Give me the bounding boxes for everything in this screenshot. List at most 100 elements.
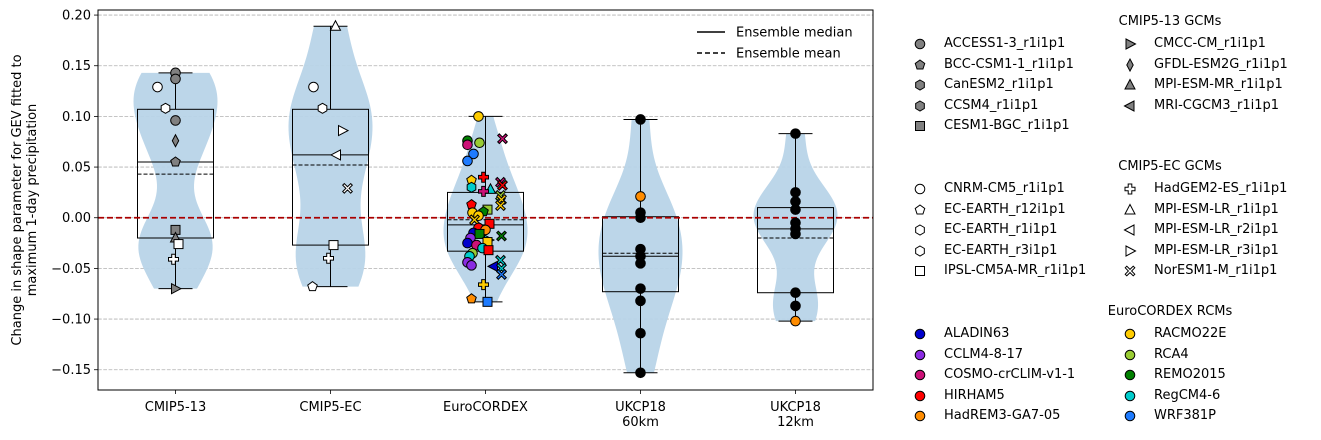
legend-label: IPSL-CM5A-MR_r1i1p1 bbox=[944, 263, 1087, 279]
legend-group-title: CMIP5-13 GCMs bbox=[1118, 14, 1222, 29]
x-tick-label: CMIP5-13 bbox=[145, 400, 206, 415]
y-axis-label: Change in shape parameter for GEV fitted… bbox=[10, 54, 25, 345]
data-point bbox=[170, 115, 181, 126]
axes: −0.15 −0.10 −0.05 0.00 0.05 0.10 0.15 0.20 CMIP5… bbox=[10, 9, 874, 430]
legend-marker bbox=[915, 79, 925, 91]
data-point bbox=[635, 212, 646, 224]
legend-marker-shape bbox=[1124, 78, 1136, 90]
data-point bbox=[635, 283, 646, 294]
legend-label: ACCESS1-3_r1i1p1 bbox=[944, 36, 1066, 51]
data-point bbox=[341, 182, 354, 194]
data-point bbox=[466, 260, 477, 271]
legend-marker-shape bbox=[915, 100, 925, 112]
data-point bbox=[170, 156, 181, 167]
legend-marker bbox=[914, 411, 926, 422]
data-point bbox=[462, 139, 473, 151]
model-points bbox=[152, 19, 801, 379]
violins bbox=[133, 26, 838, 373]
legend-marker bbox=[1124, 203, 1136, 215]
legend-marker-shape bbox=[1124, 328, 1136, 340]
data-point bbox=[329, 19, 342, 31]
y-tick-label: 0.10 bbox=[62, 110, 91, 125]
legend-label: MPI-ESM-MR_r1i1p1 bbox=[1154, 77, 1283, 93]
legend-label: EC-EARTH_r3i1p1 bbox=[944, 242, 1058, 258]
legend-marker-shape bbox=[1124, 349, 1136, 360]
legend-marker-shape bbox=[915, 245, 925, 257]
legend-label: CMCC-CM_r1i1p1 bbox=[1154, 36, 1266, 51]
legend-label: WRF381P bbox=[1154, 408, 1217, 424]
legend-marker bbox=[915, 245, 925, 257]
x-tick-label: EuroCORDEX bbox=[443, 400, 528, 415]
data-point bbox=[635, 295, 646, 307]
violin bbox=[288, 26, 373, 287]
line-legend-label: Ensemble median bbox=[736, 26, 853, 41]
x-tick-label: 60km bbox=[622, 415, 659, 430]
legend-marker-shape bbox=[915, 266, 925, 277]
legend-marker bbox=[1124, 328, 1136, 340]
legend-label: REMO2015 bbox=[1154, 367, 1226, 383]
legend-marker-shape bbox=[1124, 390, 1136, 402]
data-point bbox=[466, 293, 477, 304]
legend-marker bbox=[1124, 183, 1136, 195]
legend-marker bbox=[1123, 224, 1135, 237]
data-point bbox=[160, 102, 171, 114]
data-point bbox=[462, 155, 473, 167]
data-point bbox=[171, 133, 180, 148]
data-point bbox=[790, 204, 801, 215]
legend-marker bbox=[1124, 390, 1136, 402]
legend-marker bbox=[1125, 38, 1137, 50]
line-legend: Ensemble median Ensemble mean bbox=[697, 26, 853, 62]
data-point bbox=[635, 191, 646, 202]
data-point bbox=[308, 81, 319, 93]
legend-marker bbox=[1124, 411, 1136, 422]
legend-label: COSMO-crCLIM-v1-1 bbox=[944, 367, 1076, 383]
legend-label: BCC-CSM1-1_r1i1p1 bbox=[944, 56, 1074, 72]
legend-label: CESM1-BGC_r1i1p1 bbox=[944, 118, 1070, 134]
data-point bbox=[635, 114, 646, 125]
legend-marker-shape bbox=[914, 328, 926, 340]
y-tick-label: 0.05 bbox=[62, 161, 91, 176]
legend-marker bbox=[1124, 349, 1136, 360]
legend-marker-shape bbox=[914, 411, 926, 422]
legend-marker-shape bbox=[914, 183, 926, 195]
data-point bbox=[338, 124, 350, 137]
data-point bbox=[170, 73, 181, 85]
data-point bbox=[171, 282, 183, 295]
legend-label: CCSM4_r1i1p1 bbox=[944, 97, 1039, 113]
legend-marker bbox=[1125, 244, 1137, 257]
data-point bbox=[496, 133, 509, 145]
legend-marker-shape bbox=[1124, 183, 1136, 195]
legend-marker-shape bbox=[915, 79, 925, 91]
legend-marker-shape bbox=[914, 203, 926, 215]
chart-area: −0.15 −0.10 −0.05 0.00 0.05 0.10 0.15 0.20 CMIP5… bbox=[10, 9, 874, 430]
legend-marker-shape bbox=[1123, 224, 1135, 237]
x-tick-label: UKCP18 bbox=[770, 400, 821, 415]
legend-marker-shape bbox=[914, 349, 926, 360]
data-point bbox=[317, 102, 328, 114]
data-point bbox=[329, 149, 341, 161]
violin bbox=[133, 72, 218, 289]
legend-marker-shape bbox=[914, 38, 926, 50]
legend-label: MRI-CGCM3_r1i1p1 bbox=[1154, 97, 1280, 113]
legend-marker-shape bbox=[1126, 57, 1134, 72]
data-point bbox=[478, 185, 489, 197]
legend-marker-shape bbox=[1124, 411, 1136, 422]
legend-marker-shape bbox=[1123, 99, 1135, 112]
data-point bbox=[495, 230, 508, 242]
legend-marker bbox=[1124, 369, 1136, 381]
legend-marker bbox=[914, 328, 926, 340]
data-point bbox=[635, 327, 646, 339]
data-point bbox=[152, 81, 163, 93]
y-tick-label: 0.00 bbox=[62, 211, 91, 226]
legend-label: MPI-ESM-LR_r2i1p1 bbox=[1154, 222, 1279, 238]
legend-label: ALADIN63 bbox=[944, 326, 1010, 341]
legend-marker-shape bbox=[914, 369, 926, 381]
legend-marker bbox=[914, 203, 926, 215]
legend-marker-shape bbox=[1125, 244, 1137, 257]
legend-label: GFDL-ESM2G_r1i1p1 bbox=[1154, 56, 1288, 72]
legend-group-title: CMIP5-EC GCMs bbox=[1118, 159, 1222, 174]
data-point bbox=[474, 228, 485, 239]
legend-label: CNRM-CM5_r1i1p1 bbox=[944, 181, 1065, 196]
data-point bbox=[168, 253, 179, 265]
data-point bbox=[328, 240, 339, 251]
